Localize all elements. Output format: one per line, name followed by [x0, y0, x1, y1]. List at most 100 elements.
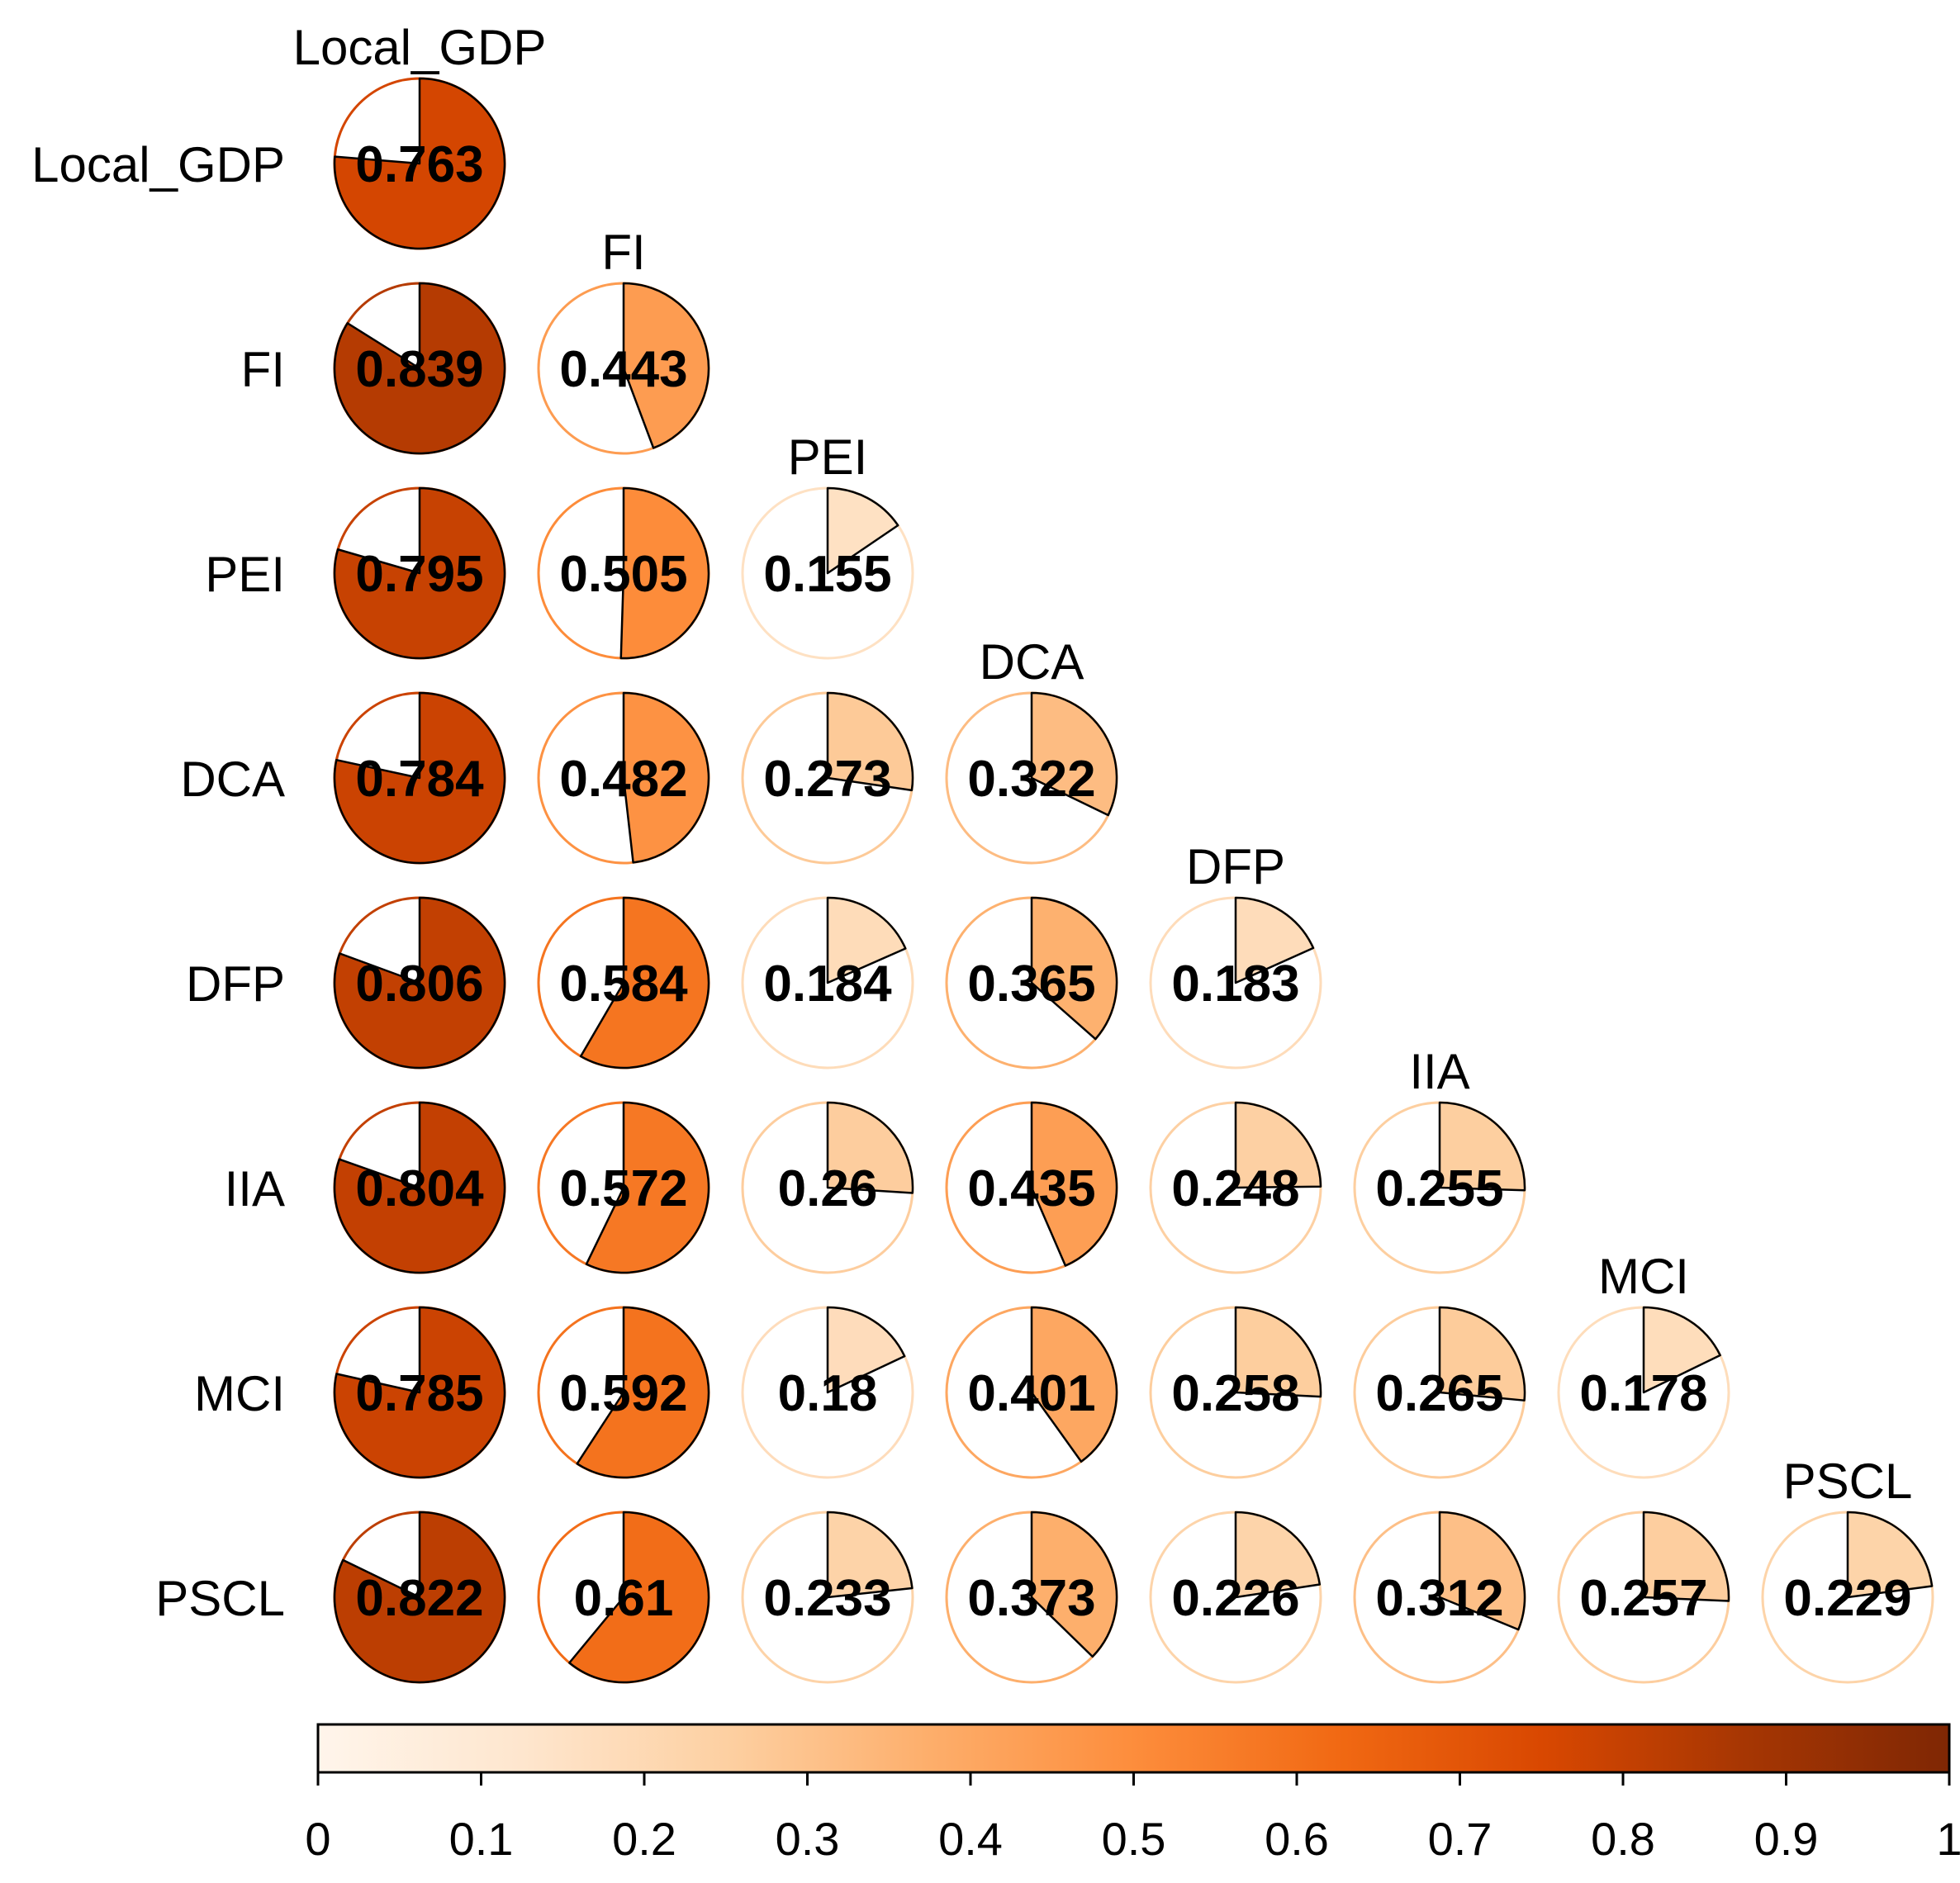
pie-cell-mci-dca: 0.401	[945, 1306, 1118, 1479]
pie-slice	[826, 486, 899, 575]
colorbar-tick-label: 0.1	[449, 1813, 514, 1865]
colorbar-tick-label: 0.2	[612, 1813, 676, 1865]
pie-slice	[826, 896, 907, 984]
value-label: 0.183	[1171, 956, 1299, 1013]
value-label: 0.233	[763, 1570, 891, 1627]
pie-slice	[576, 1306, 710, 1479]
value-label: 0.184	[763, 956, 892, 1013]
pie-slice	[1234, 896, 1315, 984]
value-label: 0.229	[1783, 1570, 1911, 1627]
pie-cell-iia-dfp: 0.248	[1149, 1101, 1322, 1274]
value-label: 0.265	[1375, 1365, 1503, 1422]
pie-slice	[826, 691, 914, 792]
pie-slice	[333, 486, 506, 660]
pie-cell-fi-fi: 0.443	[537, 282, 710, 455]
value-label: 0.505	[559, 546, 687, 603]
pie-slice	[333, 1511, 506, 1684]
pie-slice	[333, 1306, 506, 1479]
pie-slice	[1642, 1306, 1721, 1394]
pie-cell-dca-pei: 0.273	[741, 691, 914, 865]
value-label: 0.312	[1375, 1570, 1503, 1627]
pie-cell-iia-dca: 0.435	[945, 1101, 1118, 1274]
pie-slice	[1234, 1306, 1322, 1398]
pie-cell-iia-local-gdp: 0.804	[333, 1101, 506, 1274]
value-label: 0.255	[1375, 1160, 1503, 1217]
pie-slice	[826, 1306, 906, 1394]
row-label-mci: MCI	[194, 1366, 285, 1421]
value-label: 0.155	[763, 546, 891, 603]
value-label: 0.373	[967, 1570, 1095, 1627]
pie-cell-pei-local-gdp: 0.795	[333, 486, 506, 660]
pie-cell-dca-fi: 0.482	[537, 691, 710, 865]
value-label: 0.178	[1579, 1365, 1707, 1422]
column-label-dca: DCA	[980, 634, 1084, 690]
value-label: 0.226	[1171, 1570, 1299, 1627]
pie-slice	[333, 691, 506, 865]
value-label: 0.763	[355, 136, 483, 193]
pie-cell-pei-fi: 0.505	[537, 486, 710, 660]
value-label: 0.401	[967, 1365, 1095, 1422]
value-label: 0.592	[559, 1365, 687, 1422]
pie-cell-dfp-dca: 0.365	[945, 896, 1118, 1070]
pie-cell-pscl-dca: 0.373	[945, 1511, 1118, 1684]
value-label: 0.365	[967, 956, 1095, 1013]
column-label-local-gdp: Local_GDP	[293, 20, 547, 75]
pie-slice	[1438, 1101, 1526, 1192]
value-label: 0.443	[559, 341, 687, 398]
colorbar-tick-label: 0.4	[938, 1813, 1003, 1865]
value-label: 0.258	[1171, 1365, 1299, 1422]
pie-cell-pei-pei: 0.155	[741, 486, 914, 660]
pie-slice	[568, 1511, 710, 1684]
pie-slice	[1030, 1306, 1118, 1463]
colorbar-tick-label: 0.8	[1591, 1813, 1655, 1865]
value-label: 0.482	[559, 751, 687, 808]
pie-slice	[1234, 1101, 1322, 1189]
row-label-dfp: DFP	[186, 956, 285, 1012]
pie-cell-pscl-iia: 0.312	[1353, 1511, 1526, 1684]
pie-slice	[333, 282, 506, 455]
value-label: 0.785	[355, 1365, 483, 1422]
value-label: 0.839	[355, 341, 483, 398]
pie-cell-mci-pei: 0.18	[741, 1306, 914, 1479]
pie-cell-dfp-fi: 0.584	[537, 896, 710, 1070]
value-label: 0.248	[1171, 1160, 1299, 1217]
value-label: 0.257	[1579, 1570, 1707, 1627]
pie-slice	[619, 486, 710, 660]
variable-labels: Local_GDP Local_GDP FI FI PEI PEI DCA DCA DFP DFP…	[31, 20, 1912, 1626]
pie-cell-dca-local-gdp: 0.784	[333, 691, 506, 865]
column-label-fi: FI	[601, 225, 645, 280]
pie-slice	[333, 896, 506, 1070]
colorbar-tick-label: 0	[305, 1813, 330, 1865]
pie-slice	[622, 282, 710, 449]
column-label-pei: PEI	[788, 429, 868, 485]
pie-slice	[333, 77, 506, 250]
row-label-fi: FI	[241, 342, 285, 397]
pie-slice	[1642, 1511, 1730, 1602]
column-label-iia: IIA	[1409, 1044, 1469, 1099]
pie-cell-mci-local-gdp: 0.785	[333, 1306, 506, 1479]
pie-cell-pscl-local-gdp: 0.822	[333, 1511, 506, 1684]
pie-cell-mci-mci: 0.178	[1557, 1306, 1730, 1479]
value-label: 0.572	[559, 1160, 687, 1217]
pie-slice	[826, 1511, 914, 1599]
pie-cell-fi-local-gdp: 0.839	[333, 282, 506, 455]
pie-cell-pscl-pei: 0.233	[741, 1511, 914, 1684]
pie-matrix: 0.763 0.839 0.443 0.795 0.505 0.155 0.784 0.482…	[333, 77, 1934, 1684]
pie-slice	[826, 1101, 914, 1194]
value-label: 0.322	[967, 751, 1095, 808]
pie-cell-mci-dfp: 0.258	[1149, 1306, 1322, 1479]
value-label: 0.61	[574, 1570, 674, 1627]
pie-cell-local-gdp-local-gdp: 0.763	[333, 77, 506, 250]
pie-slice	[579, 896, 710, 1070]
pie-slice	[1438, 1306, 1526, 1402]
colorbar-tick-label: 1	[1936, 1813, 1960, 1865]
value-label: 0.806	[355, 956, 483, 1013]
value-label: 0.584	[559, 956, 688, 1013]
colorbar: 0 0.1 0.2 0.3 0.4 0.5 0.6 0.7 0.8 0.9 1	[305, 1723, 1960, 1865]
row-label-pscl: PSCL	[155, 1571, 285, 1626]
pie-slice	[1030, 1101, 1118, 1267]
value-label: 0.795	[355, 546, 483, 603]
pie-slice	[1438, 1511, 1526, 1631]
pie-cell-dfp-local-gdp: 0.806	[333, 896, 506, 1070]
